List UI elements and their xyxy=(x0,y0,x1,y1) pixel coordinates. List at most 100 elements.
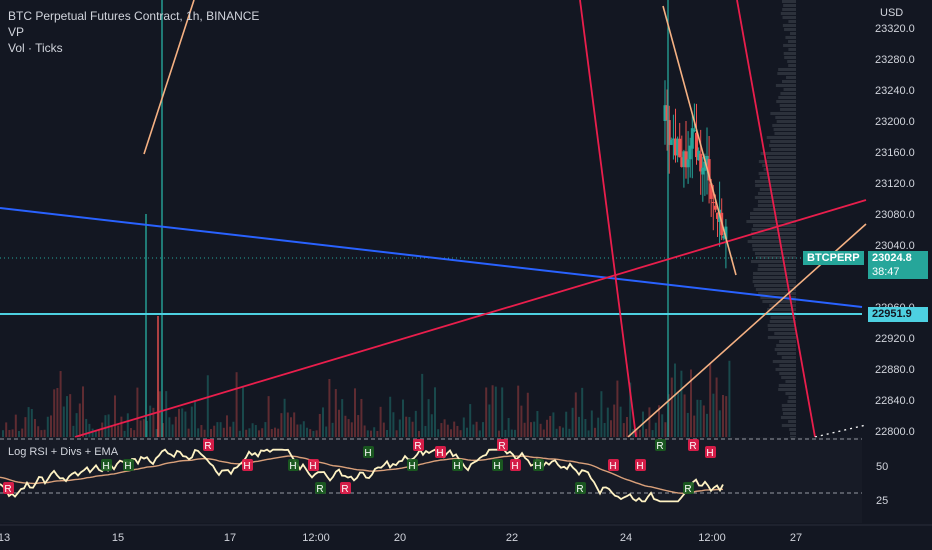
volume-bar xyxy=(462,417,465,437)
volume-bar xyxy=(219,422,222,437)
volume-bar xyxy=(174,416,177,437)
volume-bar xyxy=(248,428,251,437)
volume-bar xyxy=(162,423,164,437)
volume-bar xyxy=(50,415,52,437)
candle-body xyxy=(667,120,671,145)
candle-body xyxy=(713,205,717,210)
divergence-marker-label: H xyxy=(243,461,250,472)
volume-bar xyxy=(296,424,299,437)
volume-profile-row xyxy=(749,212,796,215)
volume-profile-row xyxy=(782,8,796,11)
volume-bar xyxy=(338,409,340,437)
volume-bar xyxy=(184,411,187,437)
volume-profile-row xyxy=(772,124,796,127)
divergence-marker-bg xyxy=(242,459,253,471)
volume-bar xyxy=(72,425,75,437)
divergence-marker-bg xyxy=(413,439,424,451)
divergence-marker-bg xyxy=(288,459,299,471)
volume-bar xyxy=(706,413,708,437)
volume-bar xyxy=(658,405,660,437)
volume-bar xyxy=(14,414,17,437)
volume-bar xyxy=(210,429,212,437)
divergence-marker-bg xyxy=(407,459,418,471)
orange-line-top[interactable] xyxy=(143,0,195,155)
volume-profile-row xyxy=(781,376,796,379)
volume-bar xyxy=(203,429,206,437)
volume-bar xyxy=(491,385,494,437)
price-tick-label: 23120.0 xyxy=(875,178,915,190)
volume-profile-row xyxy=(770,140,796,143)
volume-bar xyxy=(386,429,388,437)
divergence-marker: R xyxy=(3,482,14,495)
volume-bar xyxy=(418,430,420,437)
trend-lines[interactable] xyxy=(0,0,867,438)
divergence-marker-bg xyxy=(435,446,446,458)
red-line-left[interactable] xyxy=(579,0,637,438)
divergence-marker-bg xyxy=(203,439,214,451)
volume-profile-row xyxy=(774,332,796,335)
candle-body xyxy=(671,138,675,140)
volume-profile-row xyxy=(778,68,796,71)
volume-profile-row xyxy=(759,188,796,191)
candle-body xyxy=(697,150,701,161)
volume-profile-row xyxy=(749,216,796,219)
volume-bar xyxy=(581,387,584,437)
projection-line[interactable] xyxy=(814,424,867,438)
volume-profile-row xyxy=(757,268,796,271)
volume-bar xyxy=(235,372,238,437)
volume-bar xyxy=(411,421,414,437)
volume-profile xyxy=(746,0,796,439)
volume-bar xyxy=(200,425,203,437)
red-trend-line[interactable] xyxy=(74,199,867,438)
volume-bar xyxy=(424,425,427,437)
volume-bar xyxy=(2,430,4,437)
blue-trend-line[interactable] xyxy=(0,207,863,308)
volume-bar xyxy=(661,414,664,437)
legend-vp[interactable]: VP xyxy=(8,25,25,39)
candle-body xyxy=(684,151,688,168)
volume-bar xyxy=(280,413,283,437)
volume-profile-row xyxy=(769,304,796,307)
volume-bar xyxy=(206,375,209,437)
volume-bar xyxy=(130,428,132,437)
volume-bar xyxy=(322,407,324,437)
volume-profile-row xyxy=(776,100,796,103)
divergence-marker: H xyxy=(452,459,463,472)
volume-bar xyxy=(542,429,545,437)
volume-bar xyxy=(360,398,363,437)
volume-bar xyxy=(133,430,136,437)
volume-profile-row xyxy=(753,272,796,275)
legend-volume[interactable]: Vol · Ticks xyxy=(8,41,63,55)
volume-profile-row xyxy=(767,336,796,339)
volume-bar xyxy=(590,410,593,437)
volume-bar xyxy=(245,429,248,437)
volume-profile-row xyxy=(787,400,796,403)
volume-profile-row xyxy=(777,72,796,75)
volume-bar xyxy=(251,423,254,437)
volume-bar xyxy=(434,387,436,437)
candle-body xyxy=(686,159,690,168)
price-tick-label: 22880.0 xyxy=(875,364,915,376)
divergence-marker: R xyxy=(683,482,694,495)
red-line-right[interactable] xyxy=(736,0,816,438)
orange-line-down[interactable] xyxy=(662,5,737,276)
volume-profile-row xyxy=(787,60,796,63)
volume-bar xyxy=(120,416,123,437)
volume-bar xyxy=(110,426,113,437)
volume-bar xyxy=(427,399,430,437)
indicator-label[interactable]: Log RSI + Divs + EMA xyxy=(8,446,119,458)
volume-bar xyxy=(347,419,350,437)
candle-body xyxy=(676,138,680,156)
volume-bar xyxy=(622,423,625,437)
volume-profile-row xyxy=(785,392,796,395)
volume-profile-row xyxy=(784,56,796,59)
legend-title: BTC Perpetual Futures Contract, 1h, BINA… xyxy=(8,9,260,23)
volume-profile-row xyxy=(783,44,796,47)
time-axis[interactable]: 13 15 17 12:00 20 22 24 12:00 27 xyxy=(0,524,932,544)
volume-bar xyxy=(261,428,264,437)
volume-bar xyxy=(526,392,529,437)
volume-profile-row xyxy=(784,28,796,31)
divergence-marker: R xyxy=(413,439,424,452)
